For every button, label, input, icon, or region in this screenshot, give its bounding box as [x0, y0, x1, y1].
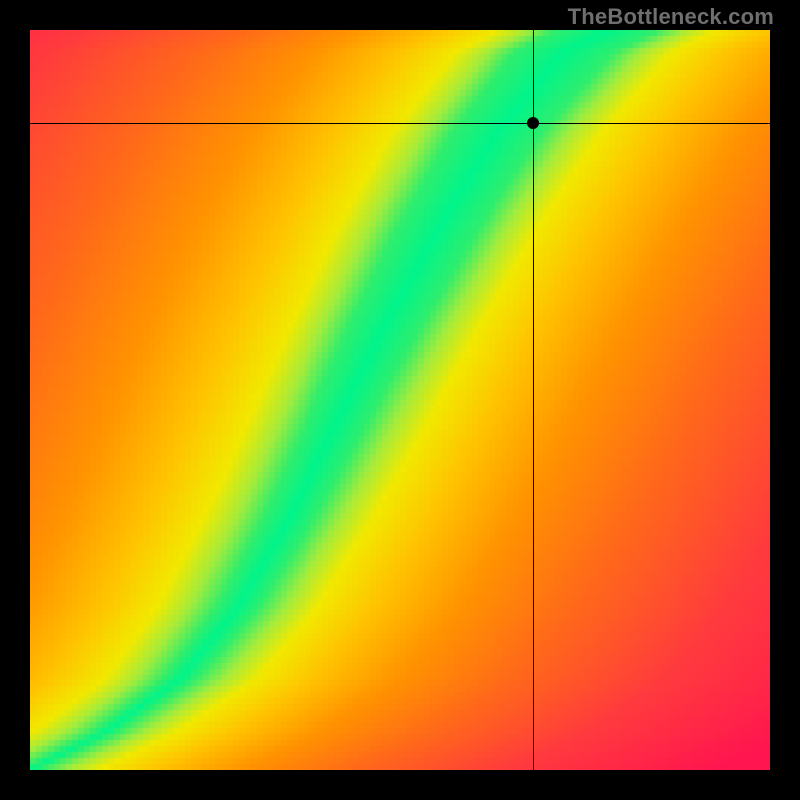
watermark-text: TheBottleneck.com: [568, 4, 774, 30]
intersection-marker: [527, 117, 539, 129]
crosshair-vertical: [533, 30, 534, 770]
outer-frame: TheBottleneck.com: [0, 0, 800, 800]
heatmap-canvas: [30, 30, 770, 770]
crosshair-horizontal: [30, 123, 770, 124]
